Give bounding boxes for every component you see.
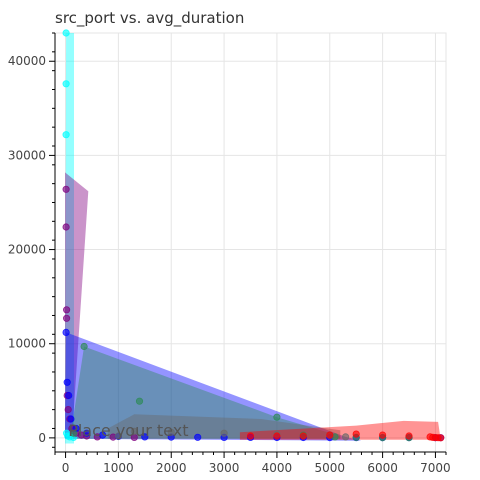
data-point (167, 428, 175, 436)
data-point (341, 433, 350, 441)
series-hull (70, 346, 341, 439)
data-point (62, 80, 70, 88)
data-point (62, 314, 71, 322)
chart-annotation: Place your text (68, 421, 188, 440)
data-point (80, 342, 88, 351)
point-layer (62, 29, 445, 442)
plot-frame (54, 32, 447, 453)
data-point (65, 391, 73, 400)
y-tick-label: 20000 (8, 243, 46, 257)
y-tick-label: 10000 (8, 337, 46, 351)
data-point (135, 397, 144, 405)
series-hull (239, 420, 441, 440)
data-point (63, 378, 71, 386)
y-tick-label: 0 (38, 431, 46, 445)
series-hull (65, 332, 362, 441)
grid (54, 32, 447, 453)
data-point (83, 429, 91, 437)
data-point (378, 431, 387, 439)
y-tick-label: 40000 (8, 54, 46, 68)
series-hull (107, 414, 341, 439)
data-point (62, 306, 71, 314)
x-tick-label: 4000 (262, 461, 293, 475)
y-tick-label: 30000 (8, 148, 46, 162)
x-tick-label: 0 (62, 461, 70, 475)
data-point (194, 433, 202, 441)
data-point (114, 432, 123, 440)
x-tick-label: 5000 (314, 461, 345, 475)
data-point (62, 328, 70, 336)
data-point (246, 432, 255, 440)
data-point (62, 185, 70, 193)
hull-layer (65, 33, 441, 444)
data-point (326, 431, 334, 439)
data-point (299, 432, 307, 440)
data-point (99, 431, 107, 439)
data-point (352, 430, 360, 438)
data-point (130, 427, 138, 435)
x-tick-label: 3000 (209, 461, 240, 475)
data-point (405, 432, 413, 440)
chart-title: src_port vs. avg_duration (55, 9, 245, 27)
data-point (62, 223, 70, 231)
data-point (273, 413, 281, 421)
data-point (62, 131, 70, 139)
series-hull (65, 172, 89, 439)
data-point (64, 405, 72, 414)
data-point (67, 415, 75, 423)
x-tick-label: 7000 (420, 461, 451, 475)
data-point (62, 29, 70, 37)
data-point (220, 429, 228, 437)
x-tick-label: 2000 (156, 461, 187, 475)
data-point (69, 429, 78, 437)
data-point (437, 434, 445, 442)
data-point (141, 433, 149, 441)
x-tick-label: 6000 (367, 461, 398, 475)
x-tick-label: 1000 (103, 461, 134, 475)
data-point (273, 432, 281, 440)
axes: 0 1000 2000 3000 4000 5000 6000 7000 0 10000 20000… (8, 32, 451, 475)
